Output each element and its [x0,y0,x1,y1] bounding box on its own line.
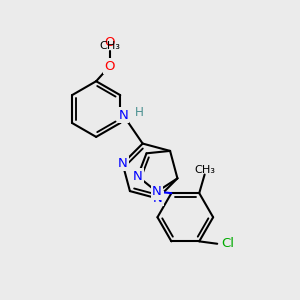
Text: H: H [134,106,143,119]
Text: N: N [133,170,142,183]
Text: N: N [118,157,128,170]
Text: CH₃: CH₃ [99,40,120,51]
Text: O: O [104,60,115,73]
Text: O: O [104,36,115,49]
Text: N: N [152,192,162,205]
Text: N: N [152,185,162,198]
Text: N: N [118,109,128,122]
Text: CH₃: CH₃ [194,164,215,175]
Text: Cl: Cl [222,237,235,250]
